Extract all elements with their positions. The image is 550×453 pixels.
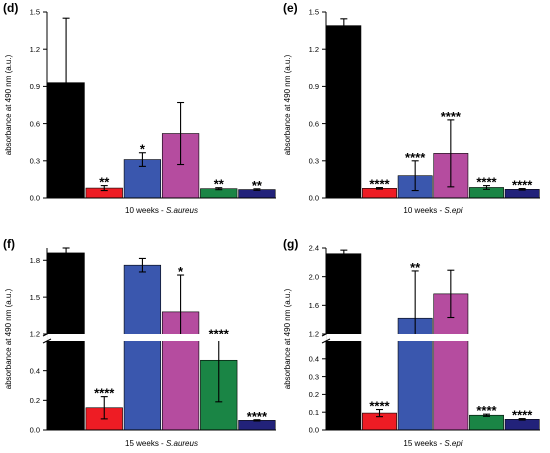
y-tick-label: 0.3 — [309, 372, 319, 381]
y-tick-label: 2.4 — [309, 244, 319, 253]
y-tick-label: 0.3 — [309, 157, 319, 166]
x-axis-title-species: S.epi — [444, 206, 462, 215]
x-axis-title-prefix: 15 weeks - — [403, 439, 444, 448]
significance-label: **** — [369, 177, 390, 192]
y-tick-label: 0.2 — [309, 390, 319, 399]
x-axis-title: 10 weeks - S.aureus — [125, 206, 198, 215]
axis-break-band — [47, 334, 277, 341]
y-axis-title: absorbance at 490 nm (a.u.) — [4, 288, 13, 389]
x-axis-title: 10 weeks - S.epi — [403, 206, 462, 215]
y-tick-label: 0.3 — [30, 157, 40, 166]
y-tick-label: 0.4 — [309, 355, 319, 364]
bar — [123, 264, 162, 431]
axis-break-mark — [42, 338, 52, 344]
y-tick-label: 1.5 — [30, 8, 40, 17]
axis-break-band — [326, 334, 541, 341]
y-tick-label: 0.2 — [30, 396, 40, 405]
panel-label: (d) — [3, 1, 18, 15]
significance-label: ** — [410, 260, 421, 275]
significance-label: **** — [247, 409, 268, 424]
panel-label: (g) — [283, 237, 298, 251]
significance-label: * — [178, 264, 184, 279]
y-tick-label: 0.6 — [30, 119, 40, 128]
y-tick-label: 0.0 — [309, 194, 319, 203]
significance-label: **** — [476, 175, 497, 190]
y-axis-title: absorbance at 490 nm (a.u.) — [283, 288, 292, 389]
panel-label: (f) — [3, 237, 15, 251]
significance-label: **** — [441, 109, 462, 124]
bar — [326, 253, 362, 431]
y-tick-label: 1.8 — [30, 256, 40, 265]
x-axis-title-prefix: 10 weeks - — [125, 206, 166, 215]
significance-label: ** — [99, 175, 110, 190]
y-tick-label: 0.9 — [309, 82, 319, 91]
panel-f: *************0.00.20.41.21.51.8absorbanc… — [3, 237, 277, 448]
significance-label: **** — [369, 399, 390, 414]
y-tick-label: 1.2 — [30, 330, 40, 339]
y-tick-label: 1.5 — [309, 8, 319, 17]
y-tick-label: 1.2 — [30, 45, 40, 54]
x-axis-title-species: S.aureus — [166, 439, 198, 448]
x-axis-title: 15 weeks - S.aureus — [125, 439, 198, 448]
significance-label: **** — [476, 403, 497, 418]
y-tick-label: 2.0 — [309, 272, 319, 281]
y-tick-label: 1.2 — [309, 45, 319, 54]
significance-label: ** — [214, 177, 225, 192]
significance-label: **** — [405, 150, 426, 165]
y-tick-label: 0.0 — [30, 426, 40, 435]
y-tick-label: 1.5 — [30, 293, 40, 302]
y-tick-label: 0.6 — [309, 119, 319, 128]
bar — [326, 25, 362, 199]
x-axis-title-species: S.aureus — [166, 206, 198, 215]
significance-label: **** — [512, 178, 533, 193]
panel-e: **** **** **** **** **** 0.0 0.3 0.6 0.9 1.2 1.5 ab… — [283, 1, 540, 215]
significance-label: ** — [252, 178, 263, 193]
y-tick-label: 0.4 — [30, 366, 40, 375]
x-axis-title-species: S.epi — [444, 439, 462, 448]
y-tick-label: 0.1 — [309, 408, 319, 417]
x-axis-title: 15 weeks - S.epi — [403, 439, 462, 448]
y-axis-title: absorbance at 490 nm (a.u.) — [283, 54, 292, 155]
x-axis-title-prefix: 10 weeks - — [403, 206, 444, 215]
y-tick-label: 0.9 — [30, 82, 40, 91]
axis-break-mark — [321, 338, 331, 344]
y-axis-title: absorbance at 490 nm (a.u.) — [4, 54, 13, 155]
y-tick-label: 0.0 — [30, 194, 40, 203]
panel-label: (e) — [283, 1, 298, 15]
significance-label: * — [140, 142, 146, 157]
panel-g: ********** ****0.00.10.20.30.41.21.62.02.… — [283, 237, 541, 448]
y-tick-label: 1.2 — [309, 330, 319, 339]
y-tick-label: 0.0 — [309, 426, 319, 435]
significance-label: **** — [512, 408, 533, 423]
x-axis-title-prefix: 15 weeks - — [125, 439, 166, 448]
bar — [47, 252, 85, 431]
significance-label: **** — [94, 386, 115, 401]
y-tick-label: 1.6 — [309, 301, 319, 310]
